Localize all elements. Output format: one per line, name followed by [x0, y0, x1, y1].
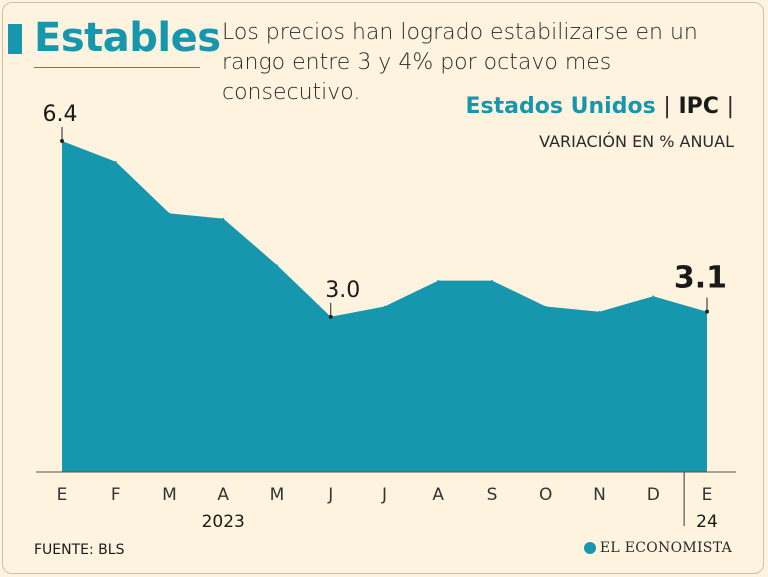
x-year-label: 24 — [696, 512, 718, 532]
headline: Estables — [34, 15, 221, 61]
logo-icon — [583, 542, 596, 554]
annotation-dot — [60, 139, 64, 143]
source-note: FUENTE: BLS — [34, 542, 125, 558]
series-separator-end: | — [726, 94, 734, 119]
headline-accent-bar — [8, 24, 22, 54]
series-index: IPC — [678, 94, 719, 119]
data-point — [222, 217, 225, 220]
data-point — [114, 160, 117, 163]
annotation-label: 6.4 — [43, 102, 78, 127]
subtitle: Los precios han logrado estabilizarse en… — [222, 20, 698, 105]
series-label: Estados Unidos | IPC | — [466, 94, 734, 119]
x-year-label: 2023 — [202, 512, 245, 532]
x-tick-label: F — [111, 485, 121, 505]
data-point — [383, 305, 386, 308]
annotation-dot — [328, 314, 333, 319]
x-tick-label: N — [593, 485, 606, 505]
data-point — [544, 305, 547, 308]
x-tick-label: D — [647, 485, 660, 505]
series-country: Estados Unidos — [465, 94, 656, 119]
annotation-label: 3.0 — [325, 278, 360, 303]
data-point — [168, 212, 171, 215]
x-tick-label: J — [327, 485, 333, 505]
x-tick-label: J — [381, 485, 387, 505]
headline-underline — [34, 67, 200, 68]
annotation-dot — [705, 309, 709, 314]
series-separator: | — [663, 94, 671, 119]
data-point — [437, 279, 440, 282]
x-tick-label: E — [702, 485, 713, 505]
data-point — [276, 264, 278, 266]
data-point — [652, 295, 655, 297]
x-tick-label: O — [539, 485, 552, 505]
annotation-label-latest: 3.1 — [674, 261, 727, 296]
logo-text: EL ECONOMISTA — [599, 540, 732, 556]
unit-label: VARIACIÓN EN % ANUAL — [539, 132, 734, 151]
publisher-logo: EL ECONOMISTA — [583, 540, 732, 556]
x-tick-label: M — [270, 485, 285, 505]
x-tick-label: A — [217, 485, 229, 505]
x-tick-label: M — [162, 485, 177, 505]
data-point — [598, 310, 601, 313]
x-tick-label: A — [432, 485, 444, 505]
data-point — [491, 279, 493, 282]
x-tick-label: S — [487, 485, 498, 505]
x-tick-label: E — [57, 485, 68, 505]
